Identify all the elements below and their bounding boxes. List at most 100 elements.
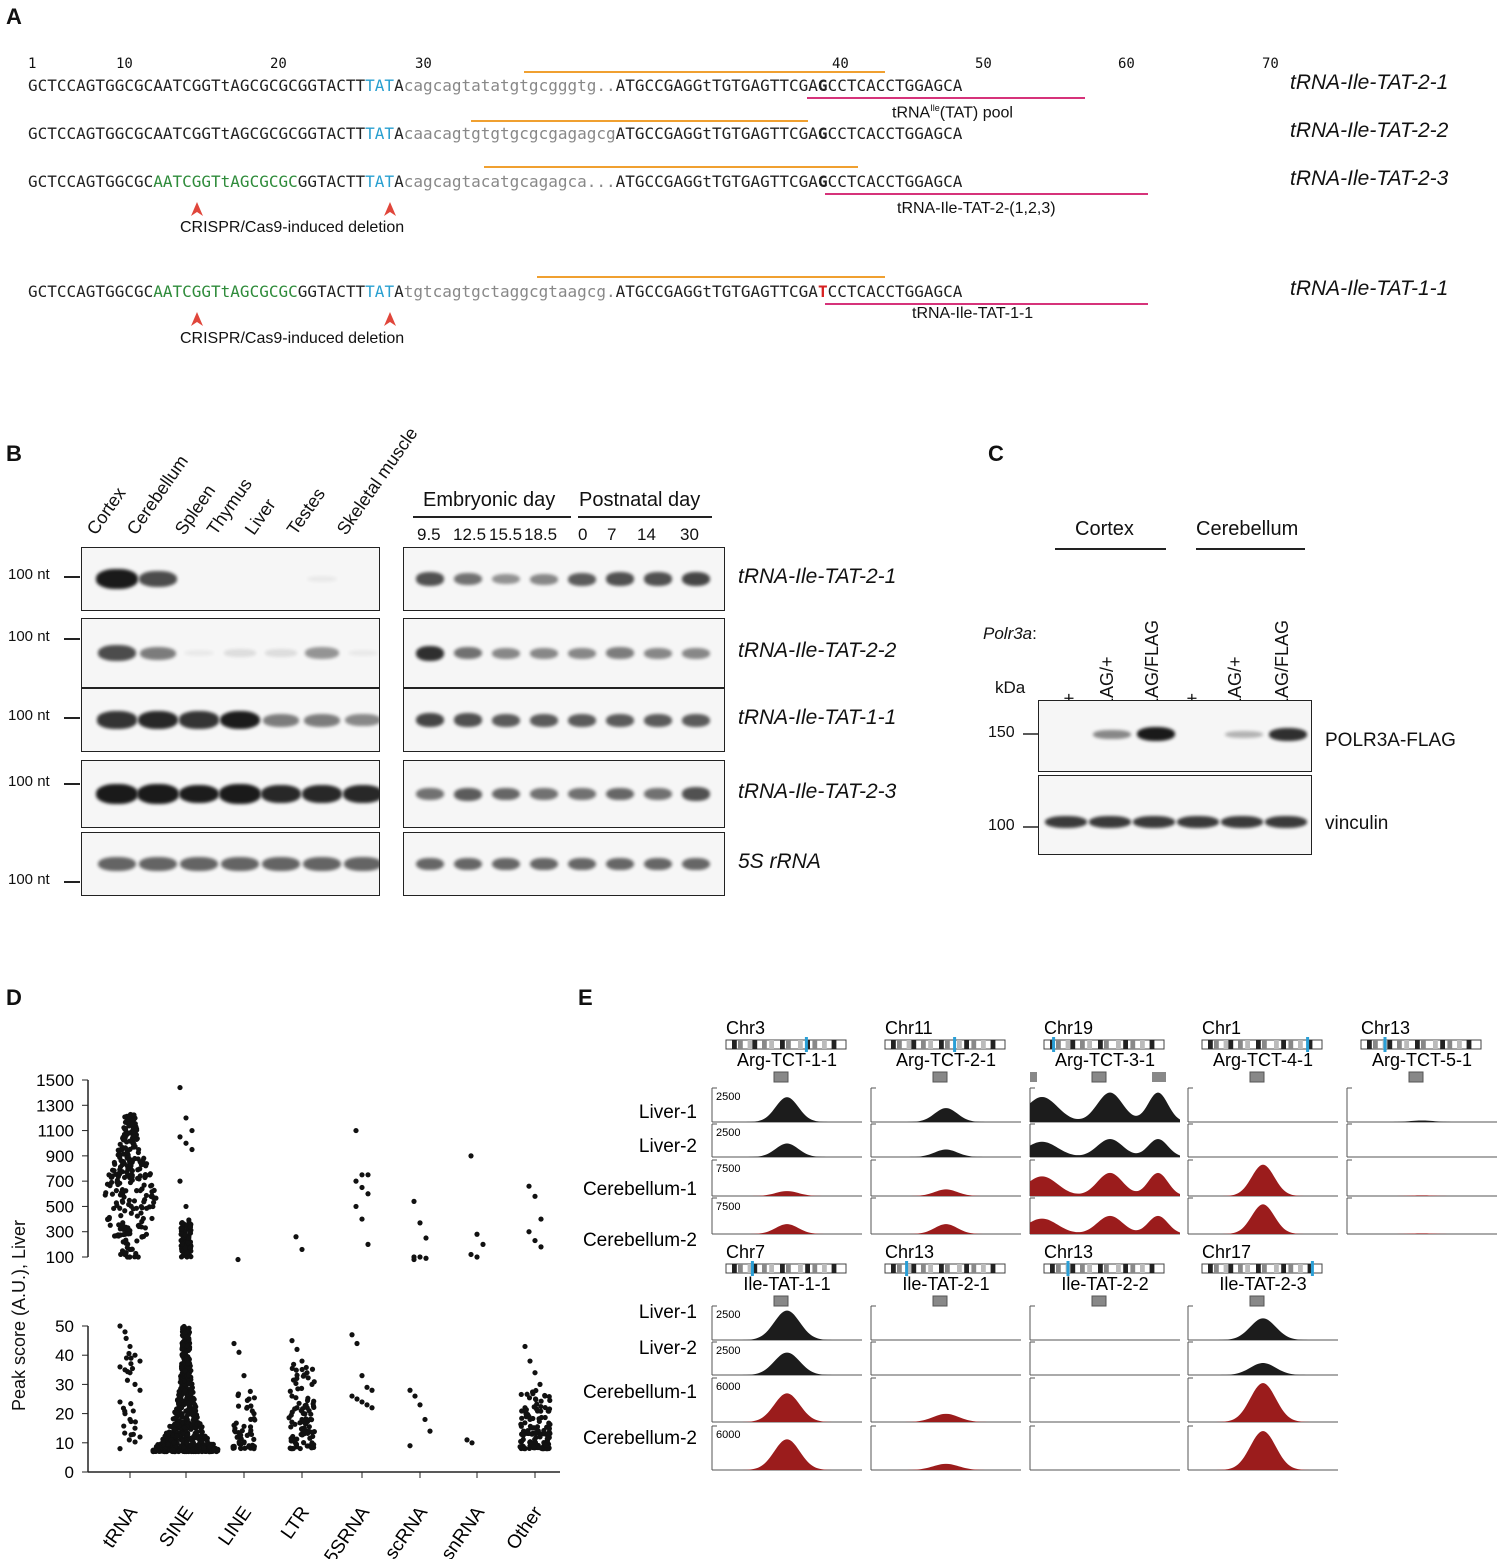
data-point <box>142 1172 149 1178</box>
blot-band <box>568 647 596 659</box>
data-point <box>547 1397 553 1403</box>
data-point <box>532 1370 538 1376</box>
chromosome-label: Chr11 <box>885 1018 933 1038</box>
data-point <box>117 1164 124 1170</box>
marker-100: 100 <box>988 817 1015 834</box>
coverage-peak <box>1188 1204 1338 1234</box>
gene-box <box>773 1295 789 1307</box>
day-label: 18.5 <box>524 525 558 544</box>
data-point <box>309 1429 315 1436</box>
coverage-peak <box>1188 1431 1338 1470</box>
coverage-peak <box>1188 1318 1338 1340</box>
chromosome-label: Chr1 <box>1202 1018 1241 1038</box>
data-point <box>287 1388 293 1394</box>
probe-label-1-1: tRNA-Ile-TAT-1-1 <box>912 305 1034 322</box>
data-point <box>134 1188 140 1194</box>
data-point <box>299 1432 305 1438</box>
data-point <box>542 1404 548 1411</box>
blot-band <box>347 649 379 657</box>
data-point <box>300 1373 306 1379</box>
data-point <box>189 1411 196 1418</box>
blot-band <box>1221 816 1263 828</box>
data-point <box>296 1400 302 1406</box>
blot-band <box>301 785 343 803</box>
data-point <box>538 1398 544 1404</box>
blot-band <box>262 856 300 872</box>
blot-band <box>219 784 261 804</box>
blot-band <box>530 573 558 585</box>
data-point <box>349 1332 355 1338</box>
blot-band <box>1089 816 1131 828</box>
sequence-segment: GGTACTT <box>297 282 366 301</box>
tissue-blot <box>81 547 380 611</box>
coverage-peak <box>871 1149 1021 1157</box>
blot-band <box>568 713 596 727</box>
sequence-segment: CCTCACCTGGAGCA <box>827 76 963 95</box>
data-point <box>186 1380 192 1387</box>
data-point <box>183 1448 189 1455</box>
sequence-segment: ATGCCGAGGtTGTGAGTTCGA <box>615 124 818 143</box>
gene-label: Arg-TCT-4-1 <box>1213 1050 1313 1070</box>
data-point <box>128 1163 134 1169</box>
day-label: 14 <box>637 525 656 544</box>
dev-blot <box>403 547 725 611</box>
data-point <box>423 1255 429 1261</box>
gene-label: Arg-TCT-3-1 <box>1055 1050 1155 1070</box>
blot-band <box>306 575 338 583</box>
data-point <box>289 1365 295 1371</box>
data-point <box>304 1443 310 1449</box>
blot-band <box>454 573 482 585</box>
track-scale: 2500 <box>716 1127 740 1139</box>
data-point <box>527 1358 533 1364</box>
data-point <box>194 1429 200 1435</box>
data-point <box>292 1406 298 1412</box>
data-point <box>137 1358 143 1364</box>
blot-band <box>98 856 136 872</box>
data-point <box>354 1340 360 1347</box>
polr3a-blot <box>1038 700 1312 772</box>
data-point <box>464 1437 470 1443</box>
tissue-blot <box>81 618 380 688</box>
data-point <box>122 1145 129 1151</box>
blot-band <box>416 857 444 871</box>
data-point <box>160 1439 166 1445</box>
data-point <box>299 1246 305 1253</box>
chromosome-label: Chr13 <box>1044 1242 1093 1262</box>
data-point <box>289 1338 295 1344</box>
sequence-row: GCTCCAGTGGCGCAATCGGTtAGCGCGCGGTACTTTATAt… <box>28 282 962 301</box>
data-point <box>304 1405 310 1411</box>
data-point <box>117 1141 123 1147</box>
blot-band <box>492 647 520 659</box>
data-point <box>113 1188 119 1194</box>
data-point <box>139 1234 145 1240</box>
data-point <box>123 1188 129 1194</box>
data-point <box>546 1425 552 1432</box>
data-point <box>517 1444 523 1450</box>
position-tick: 70 <box>1262 56 1279 72</box>
data-point <box>131 1129 137 1135</box>
chromosome-label: Chr13 <box>1361 1018 1410 1038</box>
sequence-segment: ATGCCGAGGtTGTGAGTTCGA <box>615 282 818 301</box>
size-marker: 100 nt <box>8 871 50 888</box>
data-point <box>524 1391 530 1397</box>
coverage-peak <box>1030 1172 1180 1196</box>
data-point <box>538 1414 545 1421</box>
data-point <box>192 1406 198 1413</box>
sample-label: Liver-1 <box>639 1102 697 1123</box>
data-point <box>132 1352 138 1358</box>
y-tick-label: 100 <box>46 1248 74 1267</box>
blot-band <box>416 572 444 586</box>
data-point <box>127 1343 133 1350</box>
data-point <box>522 1420 528 1426</box>
data-point <box>142 1225 148 1231</box>
data-point <box>536 1444 542 1451</box>
data-point <box>353 1203 359 1210</box>
data-point <box>173 1433 180 1439</box>
coverage-peak <box>712 1224 862 1234</box>
y-tick-label: 0 <box>65 1463 74 1482</box>
data-point <box>531 1425 537 1431</box>
blot-band <box>682 787 710 801</box>
data-point <box>150 1203 156 1210</box>
data-point <box>207 1443 213 1450</box>
crispr-label-1: CRISPR/Cas9-induced deletion <box>180 219 405 236</box>
